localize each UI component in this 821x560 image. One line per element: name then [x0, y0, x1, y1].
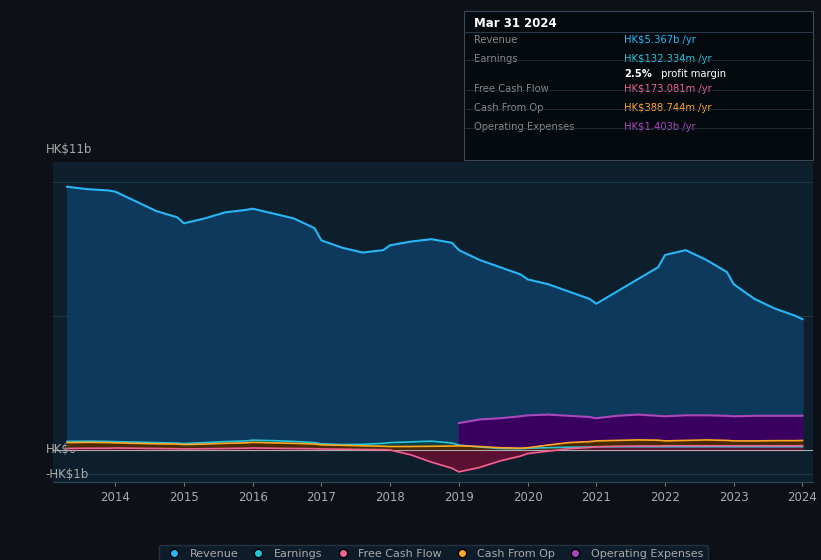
Text: Cash From Op: Cash From Op: [474, 103, 544, 113]
Text: HK$388.744m /yr: HK$388.744m /yr: [624, 103, 712, 113]
Text: HK$0: HK$0: [46, 444, 77, 456]
Text: Operating Expenses: Operating Expenses: [474, 122, 574, 132]
Text: Revenue: Revenue: [474, 35, 517, 45]
Legend: Revenue, Earnings, Free Cash Flow, Cash From Op, Operating Expenses: Revenue, Earnings, Free Cash Flow, Cash …: [158, 545, 708, 560]
Text: HK$1.403b /yr: HK$1.403b /yr: [624, 122, 695, 132]
Text: 2.5%: 2.5%: [624, 69, 652, 79]
Text: Mar 31 2024: Mar 31 2024: [474, 17, 557, 30]
Text: -HK$1b: -HK$1b: [46, 468, 89, 481]
Text: HK$11b: HK$11b: [46, 143, 92, 156]
Text: Earnings: Earnings: [474, 54, 517, 64]
Text: Free Cash Flow: Free Cash Flow: [474, 84, 548, 94]
Text: HK$5.367b /yr: HK$5.367b /yr: [624, 35, 696, 45]
Text: profit margin: profit margin: [658, 69, 727, 79]
Text: HK$132.334m /yr: HK$132.334m /yr: [624, 54, 712, 64]
Text: HK$173.081m /yr: HK$173.081m /yr: [624, 84, 712, 94]
